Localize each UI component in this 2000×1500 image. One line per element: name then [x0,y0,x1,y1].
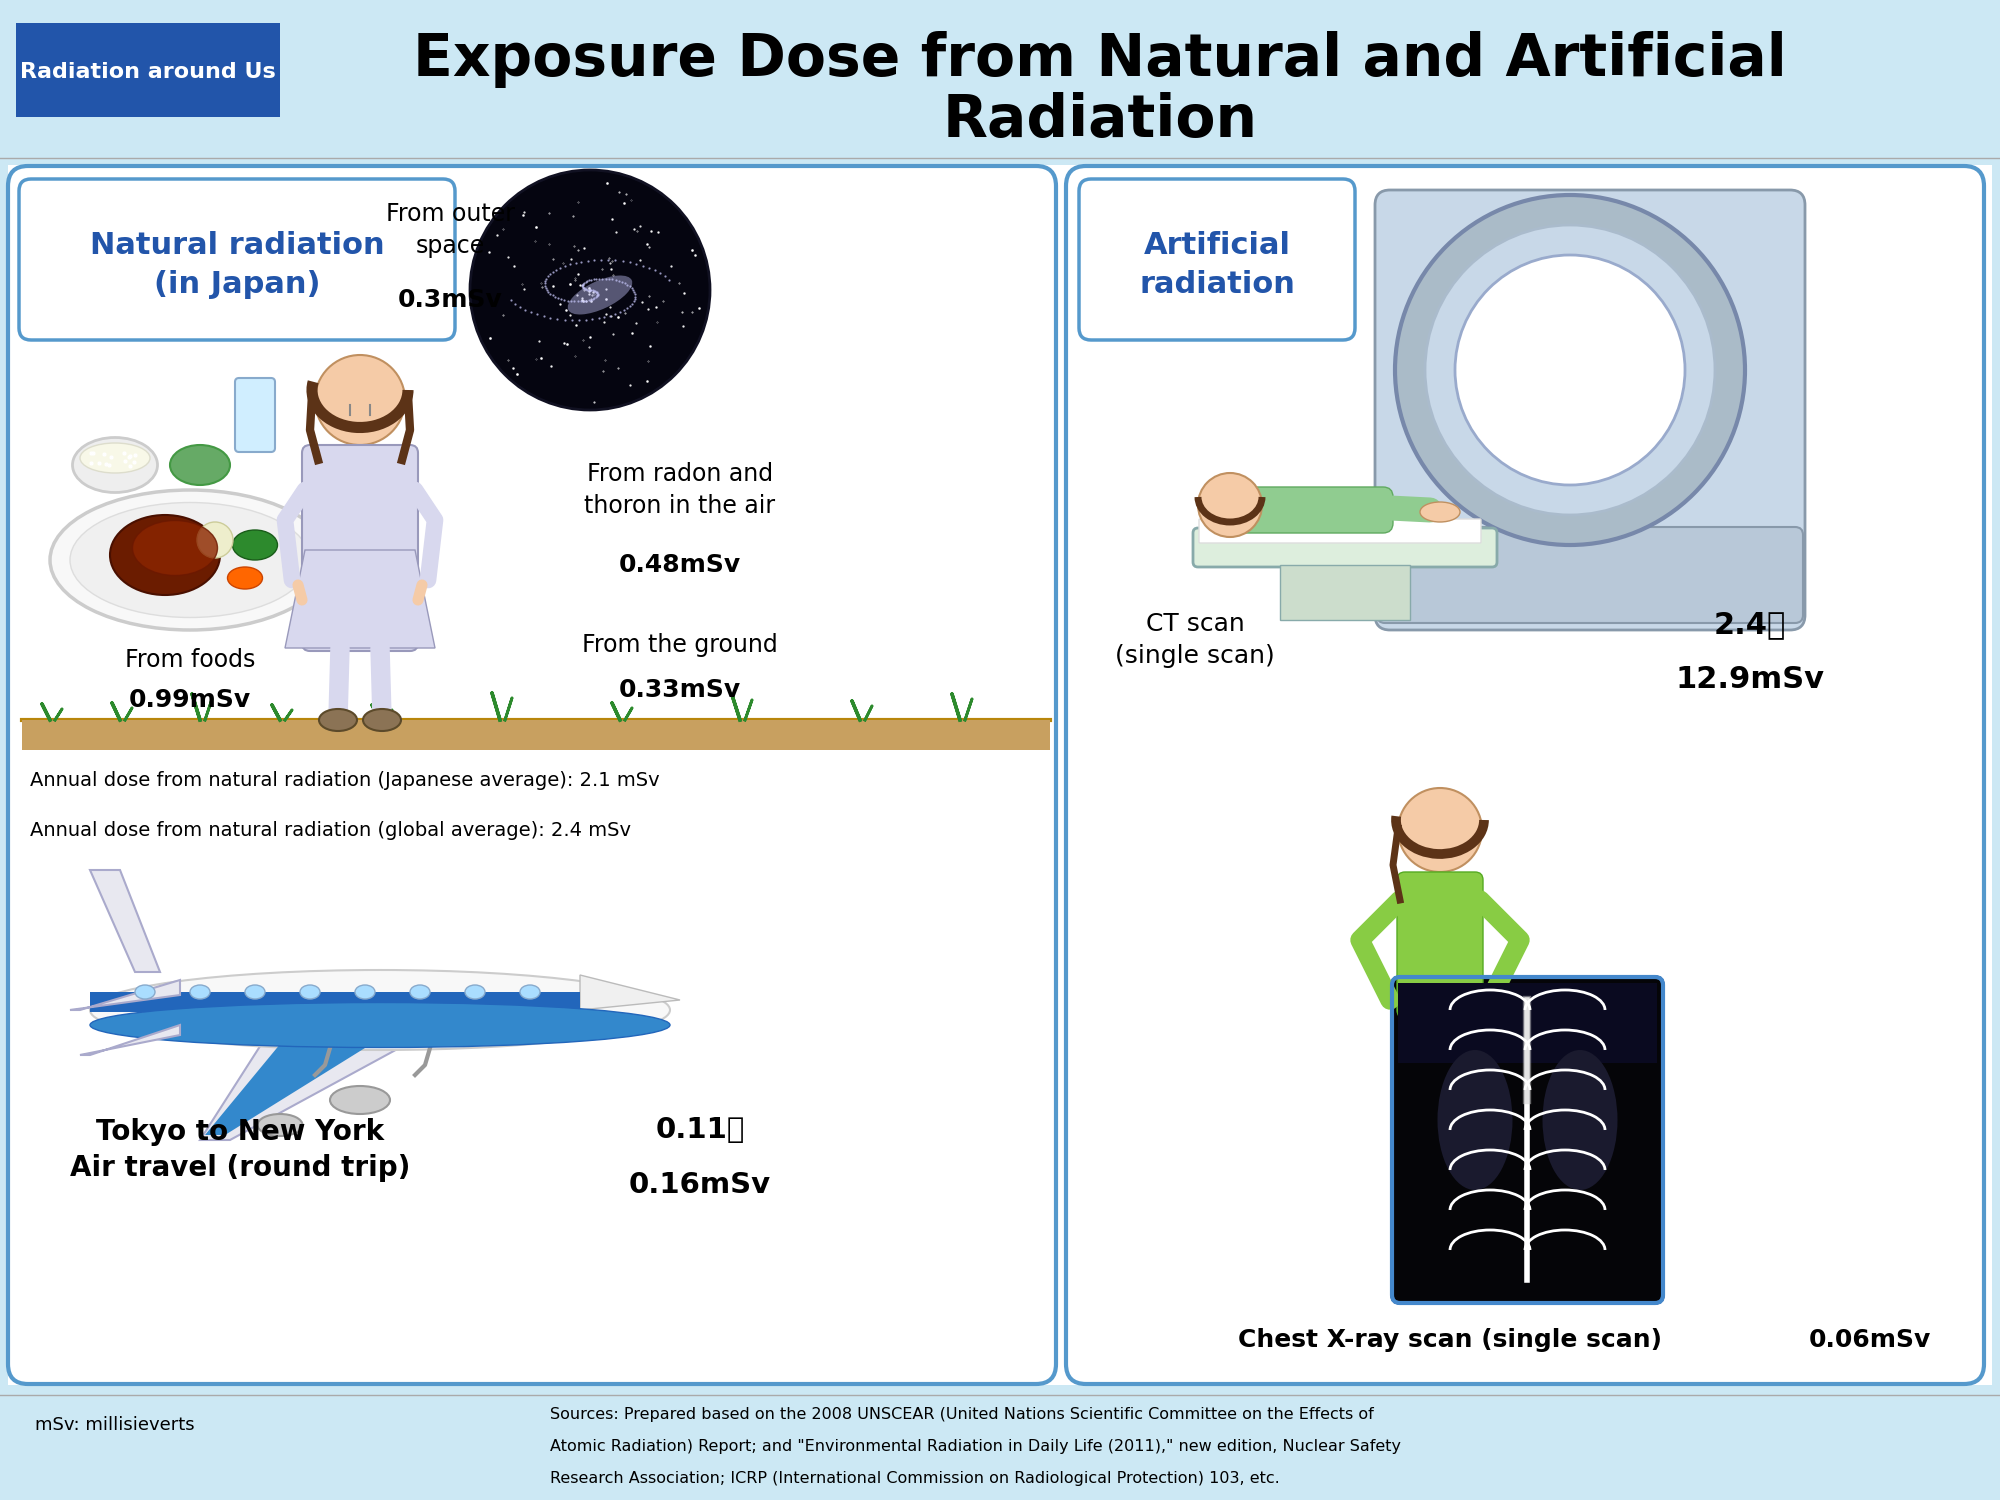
FancyBboxPatch shape [1396,871,1484,1018]
Polygon shape [206,1020,410,1136]
Text: Natural radiation
(in Japan): Natural radiation (in Japan) [90,231,384,298]
FancyBboxPatch shape [22,720,1050,750]
Circle shape [1198,472,1262,537]
Text: From foods: From foods [124,648,256,672]
Polygon shape [580,975,680,1010]
Circle shape [196,522,232,558]
Text: Radiation around Us: Radiation around Us [20,62,276,82]
Ellipse shape [72,438,158,492]
FancyBboxPatch shape [1280,566,1410,620]
Text: From the ground: From the ground [582,633,778,657]
Text: Radiation: Radiation [942,92,1258,148]
Text: 0.06mSv: 0.06mSv [1808,1328,1932,1352]
Ellipse shape [232,530,278,560]
FancyBboxPatch shape [0,1395,2000,1500]
Circle shape [470,170,710,410]
Ellipse shape [190,986,210,999]
Ellipse shape [80,442,150,472]
Text: 0.99mSv: 0.99mSv [128,688,252,712]
Ellipse shape [244,986,264,999]
Polygon shape [286,550,436,648]
Ellipse shape [170,446,230,485]
Text: Sources: Prepared based on the 2008 UNSCEAR (United Nations Scientific Committee: Sources: Prepared based on the 2008 UNSC… [550,1407,1374,1422]
Ellipse shape [410,986,430,999]
Ellipse shape [132,520,218,576]
Ellipse shape [1542,1050,1618,1190]
FancyBboxPatch shape [1392,976,1664,1304]
Polygon shape [90,870,160,972]
Text: Tokyo to New York
Air travel (round trip): Tokyo to New York Air travel (round trip… [70,1118,410,1182]
Text: Research Association; ICRP (International Commission on Radiological Protection): Research Association; ICRP (Internationa… [550,1472,1280,1486]
Ellipse shape [90,970,670,1050]
FancyBboxPatch shape [8,166,1056,1384]
Text: 0.11～: 0.11～ [656,1116,744,1144]
Text: 0.3mSv: 0.3mSv [398,288,502,312]
Polygon shape [80,1024,180,1054]
Ellipse shape [520,986,540,999]
Ellipse shape [464,986,484,999]
Ellipse shape [258,1114,302,1136]
FancyBboxPatch shape [1398,982,1656,1064]
Circle shape [1456,255,1684,484]
FancyBboxPatch shape [1376,190,1804,630]
Text: Chest X-ray scan (single scan): Chest X-ray scan (single scan) [1238,1328,1662,1352]
Ellipse shape [228,567,262,590]
Polygon shape [0,0,2000,160]
FancyBboxPatch shape [1066,166,1984,1384]
Circle shape [316,356,404,446]
Text: 2.4～: 2.4～ [1714,610,1786,639]
Ellipse shape [110,514,220,596]
FancyBboxPatch shape [1200,519,1480,543]
Text: 12.9mSv: 12.9mSv [1676,666,1824,694]
FancyBboxPatch shape [1376,526,1804,622]
Text: mSv: millisieverts: mSv: millisieverts [36,1416,194,1434]
FancyBboxPatch shape [20,178,456,340]
Text: From outer
space: From outer space [386,202,514,258]
Ellipse shape [300,986,320,999]
Polygon shape [70,980,180,1010]
Text: Artificial
radiation: Artificial radiation [1140,231,1294,298]
FancyBboxPatch shape [90,992,580,1012]
Ellipse shape [568,276,632,315]
FancyBboxPatch shape [1192,528,1496,567]
Ellipse shape [1438,1050,1512,1190]
Text: CT scan
(single scan): CT scan (single scan) [1116,612,1274,668]
Ellipse shape [136,986,156,999]
FancyBboxPatch shape [302,446,418,651]
Circle shape [1424,225,1716,514]
Ellipse shape [90,1002,670,1047]
Polygon shape [200,1016,460,1140]
FancyBboxPatch shape [1228,488,1392,532]
Ellipse shape [356,986,376,999]
Text: Annual dose from natural radiation (Japanese average): 2.1 mSv: Annual dose from natural radiation (Japa… [30,771,660,789]
FancyBboxPatch shape [8,165,1992,1384]
Circle shape [1396,195,1744,544]
Text: From radon and
thoron in the air: From radon and thoron in the air [584,462,776,518]
Text: 0.33mSv: 0.33mSv [618,678,742,702]
Text: Annual dose from natural radiation (global average): 2.4 mSv: Annual dose from natural radiation (glob… [30,821,632,840]
FancyBboxPatch shape [236,378,276,452]
Text: Exposure Dose from Natural and Artificial: Exposure Dose from Natural and Artificia… [414,32,1786,88]
Text: Atomic Radiation) Report; and "Environmental Radiation in Daily Life (2011)," ne: Atomic Radiation) Report; and "Environme… [550,1440,1400,1455]
Ellipse shape [364,710,400,730]
Circle shape [1398,788,1482,871]
Ellipse shape [1420,503,1460,522]
Ellipse shape [70,503,310,618]
FancyBboxPatch shape [16,22,280,117]
Ellipse shape [330,1086,390,1114]
Text: 0.16mSv: 0.16mSv [628,1172,772,1198]
FancyBboxPatch shape [1080,178,1356,340]
Ellipse shape [50,490,330,630]
Ellipse shape [320,710,356,730]
Text: 0.48mSv: 0.48mSv [618,554,742,578]
